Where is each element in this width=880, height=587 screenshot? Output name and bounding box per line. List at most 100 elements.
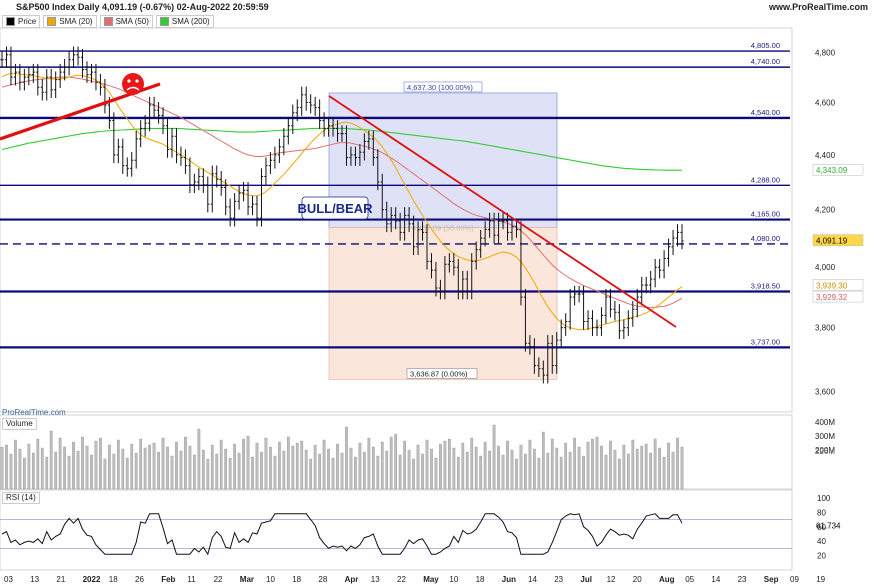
volume-bar bbox=[555, 447, 559, 490]
x-tick-label: 23 bbox=[738, 575, 747, 584]
last-sma20-tag: 3,939.30 bbox=[816, 281, 848, 290]
x-tick-label: 28 bbox=[318, 575, 327, 584]
volume-bar bbox=[452, 447, 456, 490]
volume-bar bbox=[376, 455, 380, 490]
volume-bar bbox=[577, 446, 581, 490]
volume-bar bbox=[58, 437, 62, 490]
x-tick-label: Apr bbox=[345, 575, 359, 584]
volume-bar bbox=[27, 443, 31, 490]
volume-bar bbox=[300, 440, 304, 490]
x-tick-label: 10 bbox=[449, 575, 458, 584]
volume-bar bbox=[546, 452, 550, 490]
volume-bar bbox=[591, 438, 594, 490]
level-label-3: 4,288.00 bbox=[751, 175, 780, 184]
volume-bar bbox=[613, 449, 617, 490]
fib-upper-zone bbox=[328, 92, 558, 228]
volume-bar bbox=[349, 447, 353, 490]
volume-bar bbox=[72, 441, 75, 490]
x-tick-label: Aug bbox=[659, 575, 675, 584]
x-tick-label: 18 bbox=[292, 575, 301, 584]
x-tick-label: 21 bbox=[56, 575, 65, 584]
volume-bar bbox=[18, 448, 22, 490]
x-tick-label: 14 bbox=[711, 575, 720, 584]
volume-bar bbox=[340, 452, 344, 490]
title-bar: S&P500 Index Daily 4,091.19 (-0.67%) 02-… bbox=[0, 0, 880, 14]
rsi-line bbox=[1, 513, 683, 556]
volume-bar bbox=[371, 446, 375, 490]
legend-sma50[interactable]: SMA (50) bbox=[99, 15, 153, 28]
level-label-7: 3,737.00 bbox=[751, 337, 780, 346]
volume-bar bbox=[671, 451, 675, 490]
volume-bar bbox=[345, 426, 348, 490]
volume-bar bbox=[541, 431, 545, 490]
volume-bar bbox=[90, 454, 93, 490]
volume-bar bbox=[609, 440, 612, 490]
volume-bar bbox=[456, 456, 460, 490]
volume-bar bbox=[286, 436, 290, 490]
falling-trendline bbox=[328, 95, 677, 328]
volume-bar bbox=[99, 437, 102, 490]
fib-bottom-label: 3,636.87 (0.00%) bbox=[410, 369, 468, 378]
indicator-legend: Price SMA (20) SMA (50) SMA (200) bbox=[2, 15, 214, 28]
legend-price[interactable]: Price bbox=[2, 15, 41, 28]
volume-bar bbox=[363, 451, 366, 490]
last-sma200-tag: 4,343.09 bbox=[816, 166, 848, 175]
volume-bar bbox=[528, 439, 532, 490]
volume-bar bbox=[161, 437, 165, 490]
volume-bar bbox=[537, 457, 541, 490]
volume-bar bbox=[631, 439, 635, 490]
volume-bar bbox=[260, 451, 263, 490]
price-tick-label: 4,600 bbox=[815, 98, 836, 107]
volume-bar bbox=[273, 455, 277, 490]
x-tick-label: 14 bbox=[528, 575, 537, 584]
sad-face-icon bbox=[122, 73, 144, 95]
volume-bar bbox=[103, 458, 107, 490]
last-price-tag: 4,091.19 bbox=[816, 237, 848, 246]
volume-bar bbox=[134, 452, 138, 490]
volume-bar bbox=[188, 445, 192, 490]
last-sma50-tag-bg bbox=[812, 290, 864, 303]
rsi-panel-label[interactable]: RSI (14) bbox=[2, 492, 40, 504]
volume-bar bbox=[600, 445, 603, 490]
rsi-last-label: 61.734 bbox=[816, 522, 841, 531]
volume-bar bbox=[336, 443, 339, 490]
x-tick-label: 23 bbox=[554, 575, 563, 584]
volume-bar bbox=[36, 438, 40, 490]
price-tick-label: 4,800 bbox=[815, 48, 836, 57]
volume-bar bbox=[394, 433, 398, 490]
last-price-tag-bg bbox=[812, 234, 864, 246]
volume-bar bbox=[519, 444, 523, 490]
chart-title: S&P500 Index Daily 4,091.19 (-0.67%) 02-… bbox=[16, 2, 269, 12]
volume-bar bbox=[398, 454, 402, 490]
level-label-0: 4,805.00 bbox=[751, 41, 780, 50]
price-panel-frame bbox=[0, 27, 793, 413]
volume-bar bbox=[23, 457, 26, 490]
price-tick-label: 4,400 bbox=[815, 151, 836, 160]
volume-bar bbox=[403, 440, 406, 490]
x-tick-label: 11 bbox=[187, 575, 196, 584]
sma50-line bbox=[1, 76, 683, 308]
volume-bar bbox=[14, 439, 17, 490]
legend-sma200[interactable]: SMA (200) bbox=[155, 15, 214, 28]
level-label-5: 4,080.00 bbox=[751, 234, 780, 243]
fib-top-label: 4,637.30 (100.00%) bbox=[407, 83, 473, 92]
volume-bar bbox=[497, 445, 500, 490]
volume-panel-label[interactable]: Volume bbox=[2, 418, 37, 430]
volume-bar bbox=[9, 453, 13, 490]
volume-bar bbox=[264, 437, 268, 490]
volume-bar bbox=[470, 437, 474, 490]
site-name[interactable]: www.ProRealTime.com bbox=[768, 2, 868, 12]
x-tick-label: 22 bbox=[397, 575, 406, 584]
legend-sma20[interactable]: SMA (20) bbox=[43, 15, 97, 28]
fib-lower-zone bbox=[328, 227, 558, 380]
volume-bar bbox=[479, 455, 483, 490]
fib-mid-label: 4,137.09 (50.00%) bbox=[412, 224, 474, 233]
volume-bar bbox=[443, 440, 447, 490]
x-tick-label: 18 bbox=[476, 575, 485, 584]
volume-bar bbox=[488, 450, 491, 490]
volume-bar bbox=[309, 458, 313, 490]
volume-tick-label: 300M bbox=[815, 432, 835, 441]
volume-bar bbox=[228, 457, 232, 490]
volume-bar bbox=[304, 449, 308, 490]
volume-bar bbox=[45, 456, 49, 490]
